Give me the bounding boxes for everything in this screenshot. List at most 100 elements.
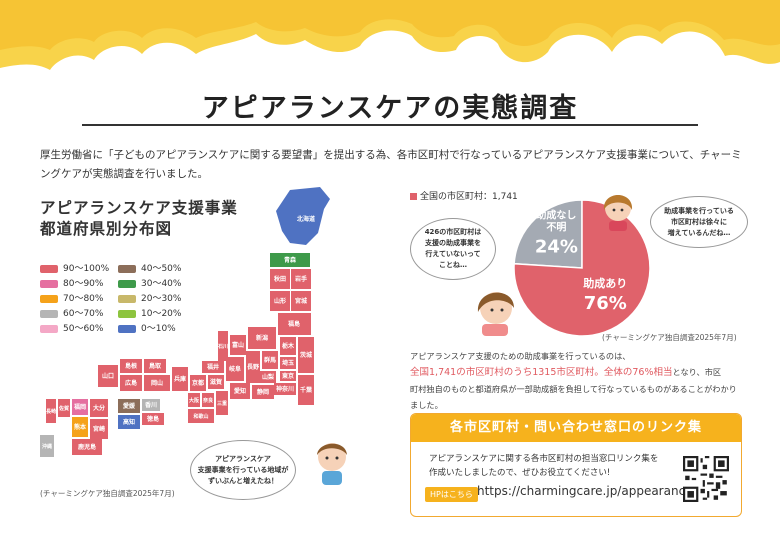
pref-label-kagoshima: 鹿児島	[77, 443, 96, 451]
pie-slice-label-yes: 助成あり	[583, 276, 627, 290]
person-illustration	[477, 292, 514, 336]
pref-nagano	[246, 351, 260, 383]
link-box: 各市区町村・問い合わせ窓口のリンク集 アピアランスケアに関する各市区町村の担当窓…	[410, 413, 742, 517]
map-title-line1: アピアランスケア支援事業	[40, 199, 238, 217]
pref-label-okayama: 岡山	[151, 379, 163, 387]
pref-fukui	[202, 361, 224, 373]
pref-label-ehime: 愛媛	[123, 402, 136, 410]
pref-label-fukuoka: 福岡	[73, 403, 86, 411]
legend-swatch	[40, 324, 58, 333]
pref-label-iwate: 岩手	[294, 275, 307, 283]
qr-code-icon[interactable]	[683, 456, 729, 502]
legend-label: 60〜70%	[63, 309, 104, 319]
legend-label: 0〜10%	[141, 324, 176, 334]
legend-item: 40〜50%	[118, 264, 181, 275]
pref-label-yamaguchi: 山口	[102, 372, 114, 380]
girl-illustration	[603, 195, 633, 231]
pref-label-nara: 奈良	[202, 397, 213, 404]
pref-label-miyazaki: 宮崎	[93, 425, 105, 433]
pref-oita	[90, 399, 108, 417]
summary-line1: アピアランスケア支援のための助成事業を行っているのは、	[410, 351, 631, 361]
summary-line2: 全国1,741の市区町村のうち1315市区町村。全体の76%相当となり、市区	[410, 364, 746, 381]
pref-nagasaki	[46, 399, 56, 423]
pref-label-yamanashi: 山梨	[262, 373, 275, 381]
pref-label-shiga: 滋賀	[210, 378, 222, 386]
pref-miyazaki	[90, 419, 108, 439]
pref-label-hiroshima: 広島	[125, 379, 137, 387]
pref-hyogo	[172, 367, 188, 391]
pref-label-miyagi: 宮城	[295, 297, 307, 305]
hp-url-link[interactable]: https://charmingcare.jp/appearance/	[477, 484, 697, 498]
pref-label-tokyo: 東京	[282, 372, 294, 380]
intro-text: 厚生労働省に「子どものアピアランスケアに関する要望書」を提出する為、各市区町村で…	[40, 149, 742, 180]
pref-osaka	[188, 393, 200, 407]
pie-slices	[513, 199, 651, 337]
pie-chart: 助成あり 76% 助成なし 不明 24%	[477, 195, 651, 337]
pref-label-niigata: 新潟	[256, 334, 268, 342]
pref-gunma	[262, 351, 278, 369]
summary-text: アピアランスケア支援のための助成事業を行っているのは、 全国1,741の市区町村…	[410, 348, 746, 413]
pref-iwate	[291, 269, 311, 289]
pref-label-kochi: 高知	[123, 418, 135, 426]
legend-swatch	[40, 294, 58, 303]
pref-kochi	[118, 415, 140, 429]
pref-label-kagawa: 香川	[144, 401, 157, 409]
legend-item: 10〜20%	[118, 309, 181, 320]
legend-item: 80〜90%	[40, 279, 103, 290]
pref-label-fukushima: 福島	[287, 320, 300, 328]
pref-fukushima	[278, 313, 311, 335]
legend-swatch	[40, 279, 58, 288]
pref-tokushima	[142, 413, 164, 425]
legend-item: 50〜60%	[40, 324, 103, 335]
pie-bubble-left: 426の市区町村は 支援の助成事業を 行えていないって ことね…	[410, 218, 496, 280]
pref-hiroshima	[120, 375, 142, 391]
pref-saga	[58, 399, 70, 417]
link-box-text: アピアランスケアに関する各市区町村の担当窓口リンク集を 作成いたしましたので、ぜ…	[429, 452, 658, 480]
pref-tokyo	[280, 371, 296, 381]
summary-line3: 町村独自のものと都道府県が一部助成額を負担して行なっているものがあることがわかり	[410, 384, 737, 394]
pref-yamanashi	[260, 371, 276, 383]
pref-niigata	[248, 327, 276, 349]
pref-label-yamagata: 山形	[274, 297, 286, 305]
legend-item: 20〜30%	[118, 294, 181, 305]
pref-label-osaka: 大阪	[189, 397, 200, 404]
pref-chiba	[298, 375, 314, 405]
legend-item: 60〜70%	[40, 309, 103, 320]
legend-label: 50〜60%	[63, 324, 104, 334]
pref-label-ishikawa: 石川	[217, 343, 228, 350]
pref-mie	[216, 391, 228, 415]
link-box-text-line1: アピアランスケアに関する各市区町村の担当窓口リンク集を	[429, 454, 659, 464]
pref-kagawa	[142, 399, 160, 411]
pie-slice-value-no: 24%	[535, 237, 578, 258]
pref-toyama	[230, 335, 246, 355]
map-speech-bubble: アピアランスケア 支援事業を行っている地域が ずいぶんと増えたね！	[190, 440, 296, 500]
pref-aichi	[230, 383, 250, 399]
pref-label-akita: 秋田	[274, 275, 286, 283]
link-box-text-line2: 作成いたしましたので、ぜひお役立てください!	[429, 468, 611, 478]
pref-label-gunma: 群馬	[263, 356, 276, 364]
pref-label-mie: 三重	[217, 400, 227, 407]
child-illustration-map	[317, 443, 347, 485]
pref-tottori	[144, 359, 166, 373]
pref-label-fukui: 福井	[206, 363, 219, 371]
pref-wakayama	[188, 409, 214, 423]
legend-swatch	[40, 309, 58, 318]
pref-label-toyama: 富山	[232, 341, 244, 349]
pref-label-hyogo: 兵庫	[174, 375, 186, 383]
pref-label-oita: 大分	[93, 404, 105, 412]
pref-label-tochigi: 栃木	[282, 342, 295, 350]
hp-button[interactable]: HPはこちら	[425, 487, 478, 502]
legend-swatch	[40, 264, 58, 273]
pie-slice-label-no-line2: 不明	[546, 222, 566, 234]
pref-nara	[202, 393, 214, 407]
pref-label-saga: 佐賀	[58, 405, 69, 412]
pref-label-nagasaki: 長崎	[46, 408, 56, 415]
page-title: アピアランスケアの実態調査	[201, 93, 579, 124]
map-title-line2: 都道府県別分布図	[40, 220, 173, 238]
legend-label: 80〜90%	[63, 279, 104, 289]
pref-label-okinawa: 沖縄	[42, 443, 52, 450]
pref-label-hokkaido: 北海道	[297, 215, 315, 223]
pref-kyoto	[190, 375, 206, 391]
pie-header-text: 全国の市区町村：1,741	[420, 192, 518, 202]
pref-fukuoka	[72, 399, 88, 415]
